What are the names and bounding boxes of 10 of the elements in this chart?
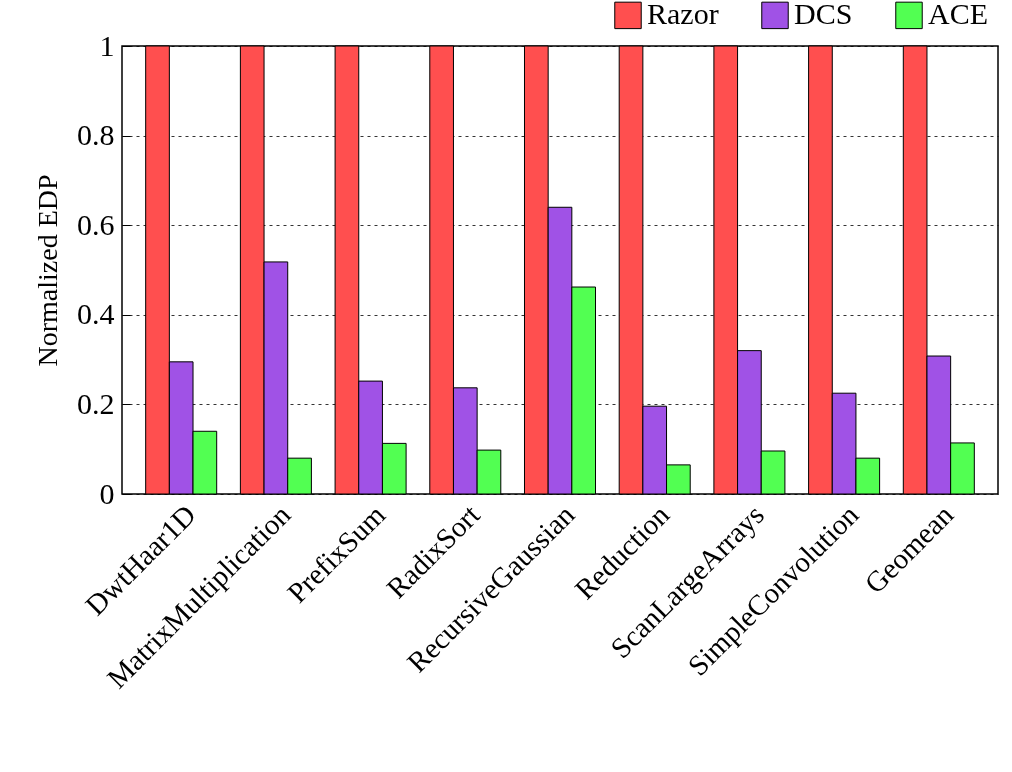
y-tick-label: 0.4 [77, 297, 115, 331]
legend-label: DCS [794, 0, 853, 31]
y-tick-label: 0 [99, 476, 115, 510]
y-tick-label: 0.6 [77, 207, 115, 241]
legend-label: ACE [928, 0, 988, 31]
y-tick-label: 0.8 [77, 118, 115, 152]
y-axis-title: Normalized EDP [32, 174, 63, 367]
legend-label: Razor [647, 0, 719, 31]
y-tick-label: 1 [99, 28, 115, 62]
y-tick-label: 0.2 [77, 386, 115, 420]
